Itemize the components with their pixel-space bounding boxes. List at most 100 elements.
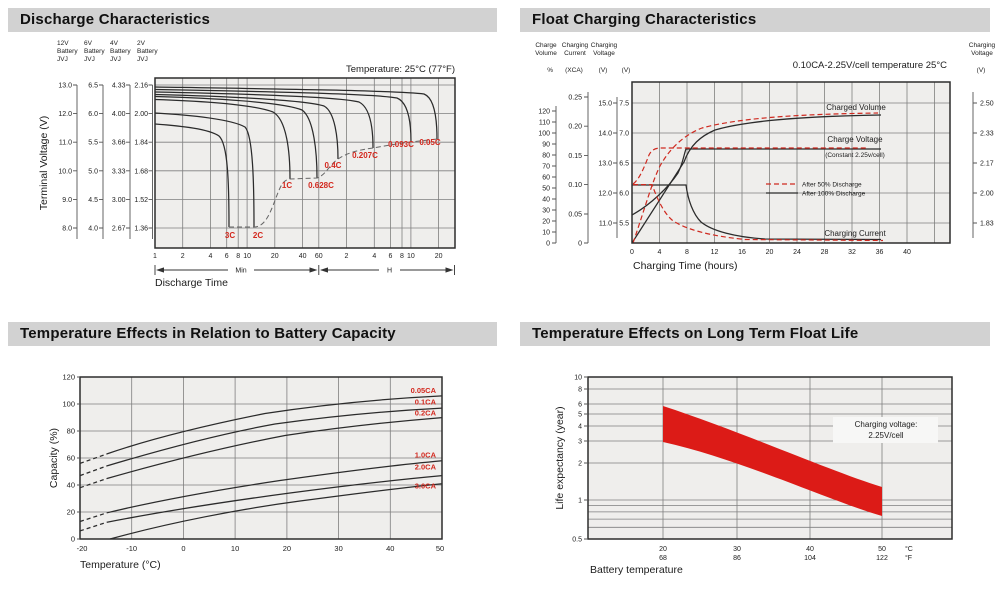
svg-text:6.5: 6.5 xyxy=(619,161,629,168)
svg-text:11.0: 11.0 xyxy=(599,221,612,228)
curve-0.05c xyxy=(154,86,438,140)
svg-text:8: 8 xyxy=(400,253,404,260)
svg-text:1: 1 xyxy=(153,253,157,260)
svg-text:1.83: 1.83 xyxy=(980,221,994,228)
svg-text:JVJ: JVJ xyxy=(84,56,95,63)
axis-charging-voltage-6v: (V) 5.5 6.0 6.5 7.0 7.5 xyxy=(619,67,630,228)
svg-text:6.0: 6.0 xyxy=(619,191,629,198)
annotation-line-2: 2.25V/cell xyxy=(868,431,903,440)
header-temp-capacity: Temperature Effects in Relation to Batte… xyxy=(8,322,497,346)
svg-text:20: 20 xyxy=(435,253,443,260)
svg-text:3: 3 xyxy=(578,439,582,446)
x-axis-title: Charging Time (hours) xyxy=(633,260,737,272)
float-life-chart: Charging voltage: 2.25V/cell 10 8 6 5 4 … xyxy=(554,375,953,576)
svg-text:0.093C: 0.093C xyxy=(388,140,414,149)
curve-3c xyxy=(154,123,230,228)
svg-text:10: 10 xyxy=(574,375,582,382)
svg-text:Voltage: Voltage xyxy=(593,50,615,57)
svg-text:(XCA): (XCA) xyxy=(565,67,583,74)
svg-text:2: 2 xyxy=(181,253,185,260)
annotation-box xyxy=(833,417,938,443)
svg-text:40: 40 xyxy=(386,544,394,553)
svg-text:4V: 4V xyxy=(110,40,119,47)
svg-text:5: 5 xyxy=(578,412,582,419)
svg-text:Voltage: Voltage xyxy=(971,50,993,57)
svg-text:2C: 2C xyxy=(253,231,263,240)
range-min-label: Min xyxy=(235,268,246,275)
plot-border xyxy=(587,376,953,540)
charge-voltage-100 xyxy=(631,148,881,216)
svg-text:JVJ: JVJ xyxy=(57,56,68,63)
svg-text:20: 20 xyxy=(659,546,667,553)
svg-text:6.0: 6.0 xyxy=(88,111,98,118)
svg-text:6V: 6V xyxy=(84,40,93,47)
svg-text:10.0: 10.0 xyxy=(58,168,72,175)
svg-text:4: 4 xyxy=(658,249,662,256)
svg-text:Charge: Charge xyxy=(535,42,557,49)
svg-text:Charging: Charging xyxy=(969,42,996,49)
x-axis-title: Battery temperature xyxy=(590,564,683,576)
charge-voltage-50 xyxy=(632,147,866,185)
svg-text:86: 86 xyxy=(733,555,741,562)
svg-text:4.33: 4.33 xyxy=(112,83,126,90)
svg-text:Volume: Volume xyxy=(535,50,557,57)
temp-capacity-chart: 120 100 80 60 40 20 0 -20 -10 0 10 20 30… xyxy=(48,373,444,572)
svg-text:2.00: 2.00 xyxy=(134,111,148,118)
svg-text:0.4C: 0.4C xyxy=(325,161,342,170)
svg-text:0.10: 0.10 xyxy=(568,182,582,189)
svg-text:40: 40 xyxy=(67,481,75,490)
range-h-label: H xyxy=(387,268,392,275)
svg-text:4.5: 4.5 xyxy=(88,197,98,204)
svg-text:(V): (V) xyxy=(599,67,608,74)
legend-label-50: After 50% Discharge xyxy=(802,182,862,189)
y-axis-title: Life expectancy (year) xyxy=(554,406,566,509)
svg-text:(V): (V) xyxy=(977,67,986,74)
svg-text:0.1CA: 0.1CA xyxy=(415,398,437,407)
time-unit-ranges: Min H xyxy=(154,265,455,275)
legend-label-100: After 100% Discharge xyxy=(802,191,866,198)
rate-labels: 3C 2C 1C 0.628C 0.4C 0.207C 0.093C 0.05C xyxy=(225,138,441,240)
curve-1.0ca xyxy=(106,460,443,514)
svg-text:0.05C: 0.05C xyxy=(419,138,441,147)
rate-labels: 0.05CA 0.1CA 0.2CA 1.0CA 2.0CA 3.0CA xyxy=(411,386,437,491)
svg-text:Charging: Charging xyxy=(562,42,589,49)
svg-text:60: 60 xyxy=(542,175,550,182)
svg-text:7.5: 7.5 xyxy=(619,101,629,108)
svg-text:Current: Current xyxy=(564,50,586,57)
svg-text:%: % xyxy=(547,67,553,74)
svg-text:70: 70 xyxy=(542,164,550,171)
svg-text:104: 104 xyxy=(804,555,816,562)
svg-text:30: 30 xyxy=(334,544,342,553)
unit-celsius: °C xyxy=(905,545,913,553)
condition-note: 0.10CA-2.25V/cell temperature 25°C xyxy=(793,60,947,71)
svg-text:0.15: 0.15 xyxy=(568,153,582,160)
header-float-charging: Float Charging Characteristics xyxy=(520,8,990,32)
svg-text:120: 120 xyxy=(538,109,550,116)
svg-text:50: 50 xyxy=(436,544,444,553)
svg-text:24: 24 xyxy=(793,249,801,256)
svg-text:16: 16 xyxy=(738,249,746,256)
legend: After 50% Discharge After 100% Discharge xyxy=(766,182,866,198)
svg-text:1.36: 1.36 xyxy=(134,226,148,233)
capacity-curves xyxy=(79,395,443,540)
svg-text:2.67: 2.67 xyxy=(112,226,126,233)
svg-text:8: 8 xyxy=(578,387,582,394)
svg-text:0.05CA: 0.05CA xyxy=(411,386,437,395)
svg-text:100: 100 xyxy=(62,400,75,409)
svg-text:3.0CA: 3.0CA xyxy=(415,482,437,491)
svg-text:2.00: 2.00 xyxy=(980,191,994,198)
svg-text:JVJ: JVJ xyxy=(110,56,121,63)
svg-text:1.52: 1.52 xyxy=(134,197,148,204)
svg-text:28: 28 xyxy=(821,249,829,256)
svg-text:2: 2 xyxy=(345,253,349,260)
life-expectancy-band xyxy=(663,406,882,516)
charging-current-50 xyxy=(633,184,884,242)
svg-text:10: 10 xyxy=(243,253,251,260)
x-axis-ticks: 0 4 8 12 16 20 24 28 32 36 40 xyxy=(630,249,911,256)
svg-text:12.0: 12.0 xyxy=(58,111,72,118)
svg-text:20: 20 xyxy=(542,219,550,226)
unit-fahrenheit: °F xyxy=(905,554,912,562)
scale-2v: 2V Battery JVJ 2.16 2.00 1.84 1.68 1.52 … xyxy=(134,40,158,239)
curve-3.0ca xyxy=(109,483,443,540)
curve-2c xyxy=(154,112,255,228)
